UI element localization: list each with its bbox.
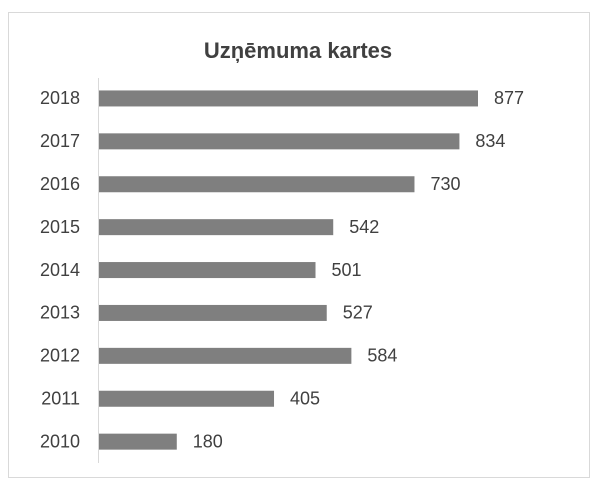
data-label: 877 bbox=[494, 88, 524, 108]
bar bbox=[99, 390, 275, 407]
bar bbox=[99, 133, 460, 150]
category-label: 2018 bbox=[40, 88, 80, 108]
category-label: 2012 bbox=[40, 346, 80, 366]
chart-title: Uzņēmuma kartes bbox=[204, 38, 392, 63]
bar bbox=[99, 262, 316, 279]
data-label: 584 bbox=[367, 346, 397, 366]
category-label: 2010 bbox=[40, 431, 80, 451]
category-label: 2015 bbox=[40, 217, 80, 237]
bar bbox=[99, 304, 327, 321]
bar bbox=[99, 90, 478, 107]
data-label: 180 bbox=[193, 431, 223, 451]
category-label: 2013 bbox=[40, 303, 80, 323]
bar bbox=[99, 176, 415, 193]
data-label: 542 bbox=[349, 217, 379, 237]
category-label: 2014 bbox=[40, 260, 80, 280]
category-label: 2017 bbox=[40, 131, 80, 151]
data-label: 730 bbox=[430, 174, 460, 194]
category-label: 2016 bbox=[40, 174, 80, 194]
category-label: 2011 bbox=[41, 389, 80, 409]
data-label: 527 bbox=[343, 303, 373, 323]
data-label: 834 bbox=[475, 131, 505, 151]
data-label: 405 bbox=[290, 389, 320, 409]
bar bbox=[99, 433, 177, 450]
data-label: 501 bbox=[332, 260, 362, 280]
bar bbox=[99, 219, 334, 236]
bar bbox=[99, 347, 352, 364]
